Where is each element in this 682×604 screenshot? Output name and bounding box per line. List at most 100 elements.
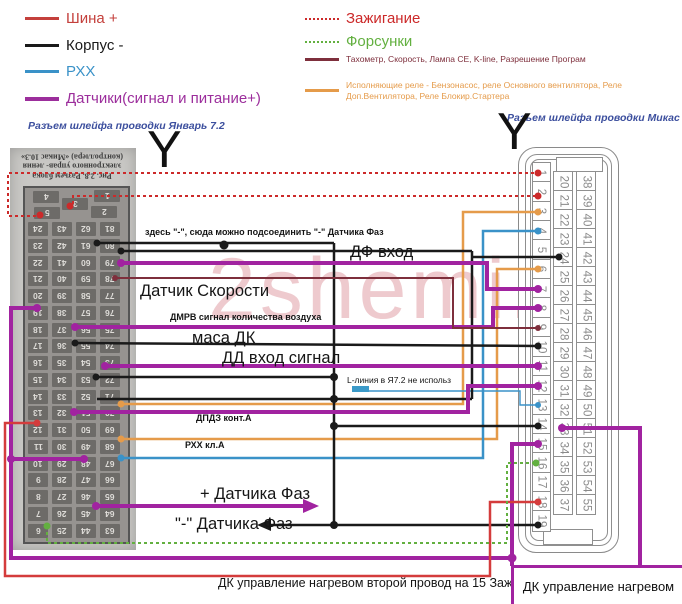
wire-masa-dk-to-10 [74,341,539,348]
left-connector-yanvar72: Рис. 2.8. Разъем блока электронного упра… [10,148,136,550]
label-plus-df: + Датчика Фаз [200,485,311,503]
wire-dpdz-32-to-12 [74,384,538,414]
legend-label: Корпус - [66,37,124,54]
wire-junction-dot [71,323,79,331]
left-pin-24: 24 [28,222,48,236]
left-pin-45: 45 [76,506,96,521]
wire-junction-dot [534,304,542,312]
left-pin-54: 54 [76,356,96,370]
left-pin-17: 17 [28,339,48,354]
left-pin-12: 12 [28,423,48,437]
wire-junction-dot [534,342,542,350]
wire-power-12-to-18 [3,421,538,578]
left-pin-16: 16 [28,356,48,370]
left-pin-53: 53 [76,372,96,387]
left-pin-60: 60 [76,255,96,270]
wire-junction-dot [534,265,542,273]
left-pin-13: 13 [28,406,48,421]
right-pin-55: 55 [576,494,596,515]
left-pin-77: 77 [100,289,120,303]
left-pin-28: 28 [52,473,72,488]
right-pin-37: 37 [553,494,573,515]
wire-junction-dot [7,455,15,463]
left-pin-68: 68 [100,439,120,454]
left-pin-49: 49 [76,439,96,454]
left-pin-40: 40 [52,272,72,287]
left-pin-76: 76 [100,305,120,320]
legend-swatch-solid [25,44,59,47]
wire-junction-dot [555,253,563,261]
left-pin-61: 61 [76,238,96,253]
left-pin-34: 34 [52,372,72,387]
legend-swatch-solid [305,89,339,92]
left-pin-81: 81 [100,222,120,236]
left-pin-47: 47 [76,473,96,488]
left-pin-67: 67 [100,456,120,471]
wire-sens-loop-19-to-15 [9,306,538,560]
left-pin-64: 64 [100,506,120,521]
wire-junction-dot [33,304,41,312]
left-pin-50: 50 [76,423,96,437]
label-rxx: РХХ кл.А [185,440,225,450]
left-pin-41: 41 [52,255,72,270]
left-pin-25: 25 [52,523,72,538]
left-pin-23: 23 [28,238,48,253]
left-pin-62: 62 [76,222,96,236]
left-pin-26: 26 [52,506,72,521]
left-power-pin-2: 2 [91,206,117,218]
left-power-pin-4: 4 [33,191,59,203]
wire-junction-dot [101,362,109,370]
wire-df-vhod-79-to-7 [121,261,538,291]
wire-junction-dot [330,395,338,403]
note-phase-minus: здесь "-", сюда можно подсоединить "-" Д… [145,227,384,237]
wire-junction-dot [558,424,566,432]
wire-junction-dot [534,382,542,390]
left-pin-18: 18 [28,322,48,337]
label-df-vhod: ДФ вход [350,243,414,261]
left-pin-27: 27 [52,490,72,504]
left-pin-7: 7 [28,506,48,521]
arrow-minus-df-icon [257,519,271,531]
legend-item: Датчики(сигнал и питание+) [25,90,261,107]
l-line-highlight [352,386,369,392]
arrow-plus-df-icon [303,499,319,513]
y-splice-symbol: Y [147,121,182,179]
wire-junction-dot [330,521,338,529]
wire-l-line-to-13 [369,390,538,406]
left-pin-43: 43 [52,222,72,236]
legend-item: РХХ [25,63,95,80]
legend-label: РХХ [66,63,96,80]
left-pin-59: 59 [76,272,96,287]
label-dpdz: ДПДЗ конт.А [196,413,252,423]
wire-junction-dot [117,259,125,267]
wire-junction-dot [117,400,125,408]
wire-junction-dot [535,402,541,408]
legend-swatch-solid [305,57,339,61]
left-pin-36: 36 [52,339,72,354]
legend-item: Корпус - [25,37,124,54]
left-pin-8: 8 [28,490,48,504]
wire-junction-dot [43,522,51,530]
wire-dmrv-37-to-8 [75,306,538,329]
wire-junction-dot [92,373,100,381]
left-connector-title: Разъем шлейфа проводки Январь 7.2 [28,120,225,132]
wire-junction-dot [534,440,542,448]
wire-speed-78-to-9 [115,277,538,329]
left-pin-14: 14 [28,389,48,404]
right-connector-title: Разъем шлейфа проводки Микас 7.6 [507,112,682,124]
left-pin-57: 57 [76,305,96,320]
wire-junction-dot [534,192,542,200]
left-pin-32: 32 [52,406,72,421]
wire-relay-pin68-to-6 [121,267,538,441]
wire-junction-dot [117,454,125,462]
wire-ignition-1 [7,172,538,217]
wire-junction-dot [80,455,88,463]
left-pin-69: 69 [100,423,120,437]
left-pin-21: 21 [28,272,48,287]
label-dmrv: ДМРВ сигнал количества воздуха [170,312,322,322]
legend-swatch-dotted [305,17,339,20]
wire-junction-dot [534,422,542,430]
wire-junction-dot [70,408,78,416]
